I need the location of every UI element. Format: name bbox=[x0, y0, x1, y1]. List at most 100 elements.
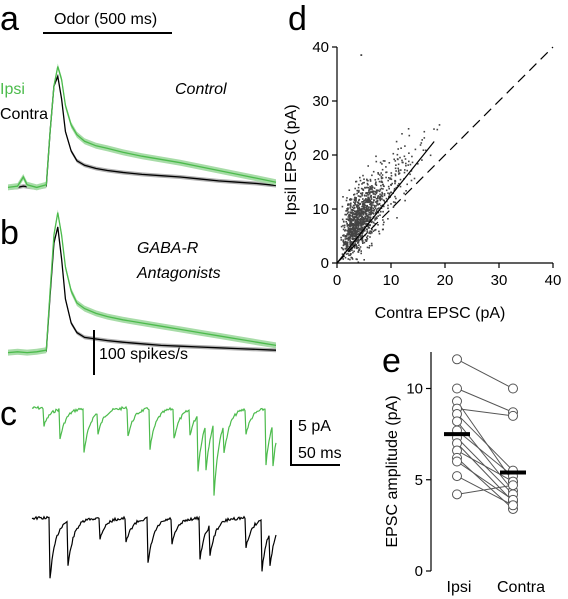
scatter-point bbox=[362, 223, 365, 226]
scatter-point bbox=[347, 232, 349, 234]
scatter-point bbox=[385, 176, 387, 179]
scatter-point bbox=[375, 205, 377, 207]
scatter-point bbox=[360, 252, 362, 255]
scatter-point bbox=[351, 215, 354, 217]
scatter-point bbox=[382, 188, 384, 190]
scatter-point bbox=[366, 228, 368, 231]
scatter-point bbox=[358, 198, 361, 201]
scatter-point bbox=[372, 213, 375, 215]
scatter-point bbox=[373, 196, 375, 199]
scatter-point bbox=[348, 232, 351, 235]
scatter-point bbox=[394, 180, 396, 183]
x-tick-label: 0 bbox=[333, 272, 341, 289]
scatter-point bbox=[358, 189, 360, 192]
scatter-point bbox=[438, 124, 441, 126]
scatter-point bbox=[372, 202, 374, 204]
scatter-point bbox=[390, 191, 392, 194]
pair-line bbox=[456, 358, 514, 389]
scatter-point bbox=[388, 192, 391, 195]
scatter-point bbox=[360, 214, 363, 216]
scatter-point bbox=[360, 54, 363, 56]
scatter-point bbox=[361, 240, 364, 243]
scatter-point bbox=[363, 181, 365, 184]
scatter-point bbox=[377, 203, 379, 206]
scatter-point bbox=[343, 235, 345, 237]
scatter-point bbox=[351, 209, 354, 212]
scatter-point bbox=[353, 217, 355, 219]
scatter-point bbox=[358, 206, 361, 209]
scatter-point bbox=[361, 235, 364, 237]
scatter-point bbox=[394, 167, 397, 170]
scatter-point bbox=[349, 224, 351, 227]
scatter-point bbox=[361, 232, 363, 235]
scatter-point bbox=[380, 184, 382, 187]
scatter-point bbox=[380, 172, 382, 174]
scatter-point bbox=[405, 164, 407, 167]
scatter-point bbox=[393, 158, 395, 161]
pair-line bbox=[456, 430, 514, 477]
scatter-point bbox=[382, 210, 384, 213]
psth-line-ipsi bbox=[7, 66, 277, 189]
scatter-point bbox=[370, 221, 373, 224]
scatter-point bbox=[360, 221, 362, 223]
scatter-point bbox=[396, 153, 399, 156]
scatter-point bbox=[349, 223, 352, 226]
scatter-point bbox=[352, 225, 354, 227]
scatter-point bbox=[362, 211, 365, 214]
scatter-point bbox=[372, 230, 375, 232]
scatter-point bbox=[366, 192, 368, 194]
scatter-point bbox=[352, 226, 354, 229]
category-label-ipsi: Ipsi bbox=[447, 579, 472, 596]
scatter-point bbox=[367, 191, 370, 193]
scatter-point bbox=[408, 152, 410, 154]
scatter-point bbox=[354, 210, 357, 213]
scatter-point bbox=[354, 201, 357, 203]
scatter-point bbox=[406, 183, 408, 186]
scatter-point bbox=[380, 176, 383, 178]
scatter-point bbox=[351, 258, 354, 260]
scatter-point bbox=[381, 181, 384, 183]
scatter-point bbox=[370, 208, 372, 211]
scatter-point bbox=[375, 216, 378, 218]
scatter-point bbox=[392, 206, 395, 208]
scatter-point bbox=[364, 212, 366, 214]
scatter-point bbox=[404, 145, 406, 147]
scatter-point bbox=[365, 213, 368, 215]
scatter-point bbox=[423, 130, 426, 133]
scatter-point bbox=[346, 225, 349, 227]
scatter-point bbox=[357, 191, 360, 193]
scatter-point bbox=[371, 231, 373, 234]
scatter-point bbox=[346, 197, 348, 199]
scatter-point bbox=[353, 234, 355, 237]
scatter-point bbox=[342, 220, 345, 223]
x-tick-label: 30 bbox=[491, 272, 508, 289]
scatter-point bbox=[366, 222, 368, 225]
scatter-point bbox=[347, 211, 350, 213]
scatter-point bbox=[388, 162, 391, 164]
scatter-point bbox=[390, 203, 392, 205]
scatter-point bbox=[374, 193, 377, 196]
scatter-point bbox=[351, 208, 354, 211]
scatter-point bbox=[374, 228, 377, 231]
scatter-point bbox=[369, 212, 372, 214]
scatter-point bbox=[378, 207, 380, 209]
y-tick-label: 10 bbox=[312, 201, 329, 218]
scatter-point bbox=[354, 212, 357, 214]
scatter-point bbox=[368, 218, 370, 220]
scatter-point bbox=[360, 212, 362, 215]
scatter-point bbox=[362, 182, 364, 184]
scatter-point bbox=[373, 208, 376, 211]
scatter-point bbox=[362, 242, 364, 244]
fit-line bbox=[336, 141, 435, 264]
scatter-point bbox=[367, 217, 369, 219]
scatter-point bbox=[368, 200, 370, 203]
scatter-point bbox=[349, 198, 351, 201]
scatter-point bbox=[371, 186, 374, 188]
scatter-point bbox=[341, 247, 344, 250]
scatter-point bbox=[350, 246, 353, 249]
scatter-point bbox=[350, 235, 353, 237]
scatter-point bbox=[394, 201, 397, 204]
scatter-point bbox=[374, 183, 377, 185]
scatter-point bbox=[347, 203, 349, 205]
scatter-point bbox=[352, 238, 354, 240]
